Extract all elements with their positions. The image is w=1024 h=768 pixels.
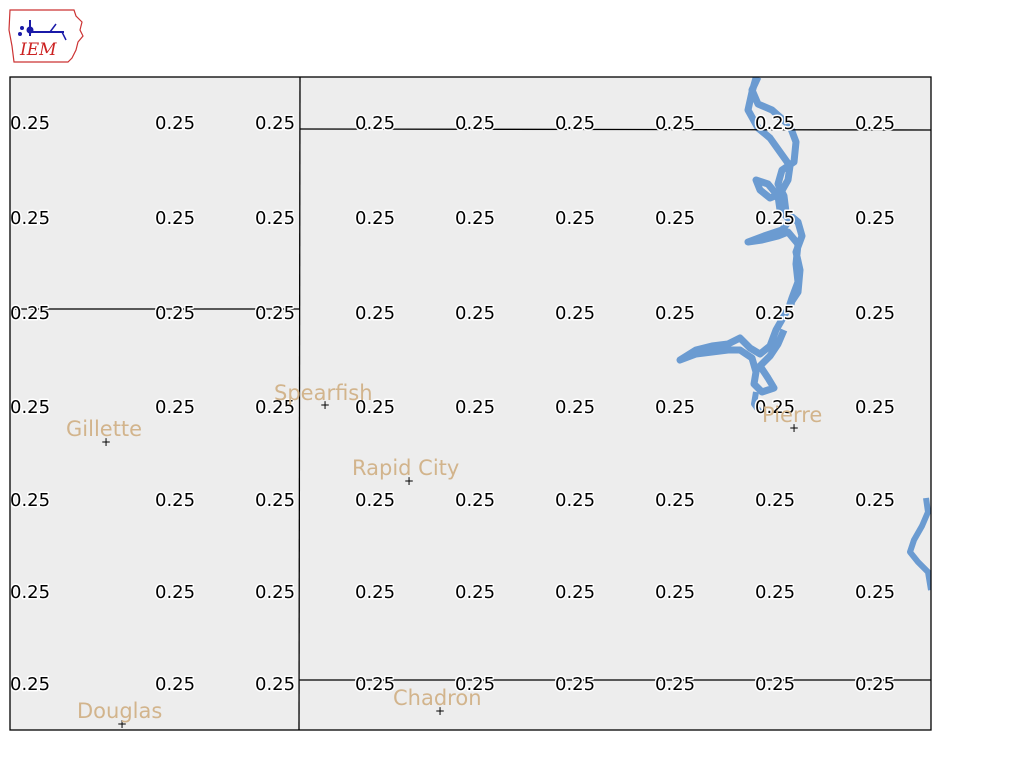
grid-value-label: 0.25	[10, 397, 50, 418]
grid-value-label: 0.25	[455, 582, 495, 603]
grid-value-label: 0.25	[455, 303, 495, 324]
grid-value-label: 0.25	[355, 674, 395, 695]
grid-value-label: 0.25	[755, 397, 795, 418]
city-label-gillette: Gillette	[66, 417, 142, 441]
grid-value-label: 0.25	[155, 113, 195, 134]
grid-value-label: 0.25	[655, 490, 695, 511]
logo-text: IEM	[19, 40, 57, 60]
city-chadron: + Chadron	[393, 686, 482, 718]
city-rapid-city: + Rapid City	[352, 456, 459, 488]
grid-value-label: 0.25	[555, 490, 595, 511]
grid-value-label: 0.25	[855, 490, 895, 511]
grid-value-label: 0.25	[755, 113, 795, 134]
city-gillette: + Gillette	[66, 417, 142, 449]
border-north-sd	[299, 128, 931, 131]
city-douglas: + Douglas	[77, 699, 162, 731]
grid-value-label: 0.25	[10, 582, 50, 603]
city-marker: +	[404, 474, 414, 488]
grid-value-label: 0.25	[355, 397, 395, 418]
grid-value-label: 0.25	[10, 208, 50, 229]
grid-value-label: 0.25	[455, 490, 495, 511]
grid-value-label: 0.25	[255, 113, 295, 134]
grid-value-label: 0.25	[855, 208, 895, 229]
grid-value-label: 0.25	[855, 397, 895, 418]
grid-value-label: 0.25	[455, 397, 495, 418]
grid-value-label: 0.25	[455, 208, 495, 229]
grid-value-label: 0.25	[655, 397, 695, 418]
city-marker: +	[117, 717, 127, 731]
grid-value-label: 0.25	[655, 582, 695, 603]
grid-value-label: 0.25	[555, 397, 595, 418]
grid-value-label: 0.25	[655, 208, 695, 229]
grid-value-label: 0.25	[255, 303, 295, 324]
grid-value-label: 0.25	[455, 113, 495, 134]
weather-vane-icon	[18, 20, 67, 41]
grid-value-label: 0.25	[10, 490, 50, 511]
grid-value-label: 0.25	[155, 490, 195, 511]
city-spearfish: + Spearfish	[274, 381, 373, 412]
city-marker: +	[789, 421, 799, 435]
city-label-chadron: Chadron	[393, 686, 482, 710]
grid-value-label: 0.25	[555, 303, 595, 324]
city-label-pierre: Pierre	[762, 403, 822, 427]
grid-value-label: 0.25	[755, 303, 795, 324]
grid-value-label: 0.25	[10, 113, 50, 134]
grid-value-label: 0.25	[455, 674, 495, 695]
grid-value-label: 0.25	[755, 490, 795, 511]
grid-value-label: 0.25	[655, 674, 695, 695]
grid-value-label: 0.25	[155, 303, 195, 324]
city-label-douglas: Douglas	[77, 699, 162, 723]
grid-value-label: 0.25	[555, 582, 595, 603]
iem-logo: IEM	[8, 9, 84, 63]
grid-value-label: 0.25	[355, 208, 395, 229]
grid-value-label: 0.25	[10, 303, 50, 324]
grid-value-label: 0.25	[855, 582, 895, 603]
grid-value-label: 0.25	[355, 303, 395, 324]
grid-value-label: 0.25	[555, 208, 595, 229]
grid-value-label: 0.25	[655, 303, 695, 324]
grid-value-label: 0.25	[155, 208, 195, 229]
river-right-edge	[907, 497, 931, 591]
grid-value-label: 0.25	[255, 582, 295, 603]
grid-value-label: 0.25	[555, 674, 595, 695]
city-label-rapid-city: Rapid City	[352, 456, 459, 480]
grid-value-label: 0.25	[655, 113, 695, 134]
grid-value-label: 0.25	[555, 113, 595, 134]
grid-value-label: 0.25	[155, 397, 195, 418]
grid-value-label: 0.25	[855, 113, 895, 134]
city-pierre: + Pierre	[762, 403, 822, 435]
grid-value-label: 0.25	[755, 208, 795, 229]
map-frame-border	[9, 76, 932, 731]
grid-value-label: 0.25	[255, 397, 295, 418]
lake-oahe-lower	[751, 391, 763, 414]
grid-value-label: 0.25	[10, 674, 50, 695]
grid-values: 0.25 0.25 0.25 0.25 0.25 0.25 0.25 0.25 0.25 0.25…	[9, 112, 897, 697]
grid-value-label: 0.25	[255, 490, 295, 511]
grid-value-label: 0.25	[355, 490, 395, 511]
grid-value-label: 0.25	[355, 582, 395, 603]
cheyenne-river-arm	[676, 300, 796, 396]
iowa-outline	[8, 9, 84, 63]
grid-value-label: 0.25	[155, 674, 195, 695]
missouri-river	[744, 77, 806, 308]
city-marker: +	[320, 398, 330, 412]
grid-value-label: 0.25	[355, 113, 395, 134]
city-label-spearfish: Spearfish	[274, 381, 373, 405]
grid-value-label: 0.25	[755, 674, 795, 695]
grid-value-label: 0.25	[255, 674, 295, 695]
grid-value-label: 0.25	[155, 582, 195, 603]
city-marker: +	[101, 435, 111, 449]
city-marker: +	[435, 704, 445, 718]
border-wy-sd	[298, 77, 301, 730]
grid-value-label: 0.25	[755, 582, 795, 603]
grid-value-label: 0.25	[855, 303, 895, 324]
grid-value-label: 0.25	[255, 208, 295, 229]
grid-value-label: 0.25	[855, 674, 895, 695]
